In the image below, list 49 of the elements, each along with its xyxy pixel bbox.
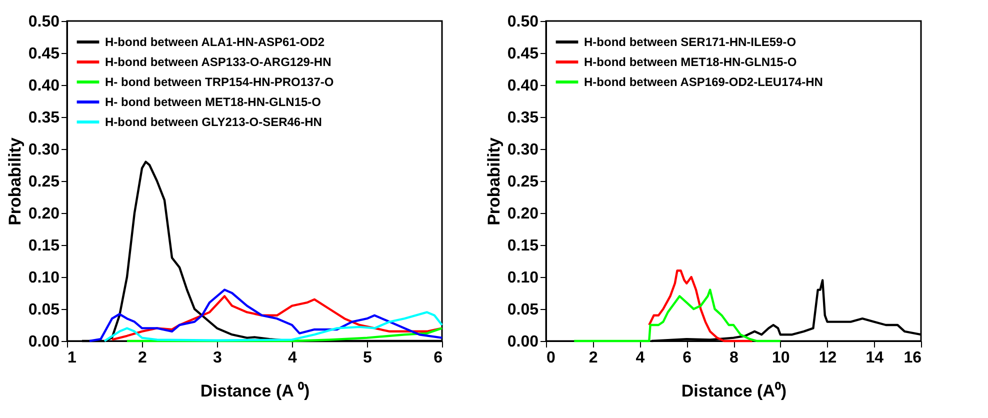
legend-label: H-bond between ALA1-HN-ASP61-OD2 <box>105 35 325 49</box>
legend-label: H-bond between MET18-HN-GLN15-O <box>584 55 797 69</box>
y-tick-label: 0.35 <box>507 110 539 126</box>
legend-label: H-bond between GLY213-O-SER46-HN <box>105 115 322 129</box>
x-tick-label: 6 <box>434 350 443 366</box>
y-tick-label: 0.30 <box>507 142 539 158</box>
y-tick-label: 0.20 <box>28 206 60 222</box>
y-tick-label: 0.10 <box>28 270 60 286</box>
x-tick-label: 2 <box>588 350 598 366</box>
y-tick-label: 0.25 <box>507 174 539 190</box>
x-tick-label: 10 <box>772 350 790 366</box>
y-tick-label: 0.50 <box>507 14 539 30</box>
y-tick-label: 0.50 <box>28 14 60 30</box>
x-axis-title: Distance (A ⁰) <box>200 382 310 400</box>
x-tick-label: 5 <box>363 350 372 366</box>
legend-label: H- bond between TRP154-HN-PRO137-O <box>105 75 334 89</box>
y-tick-label: 0.00 <box>28 334 60 350</box>
x-tick-label: 16 <box>904 350 922 366</box>
y-tick-label: 0.45 <box>28 46 60 62</box>
y-tick-label: 0.45 <box>507 46 539 62</box>
legend-label: H- bond between MET18-HN-GLN15-O <box>105 95 322 109</box>
legend-label: H-bond between ASP169-OD2-LEU174-HN <box>584 75 823 89</box>
y-tick-label: 0.05 <box>507 302 539 318</box>
y-tick-label: 0.35 <box>28 110 60 126</box>
y-axis-title: Probability <box>484 137 504 226</box>
x-tick-label: 12 <box>818 350 837 366</box>
y-tick-label: 0.15 <box>507 238 539 254</box>
x-tick-label: 3 <box>213 350 222 366</box>
x-tick-label: 8 <box>730 350 739 366</box>
x-tick-label: 14 <box>866 350 884 366</box>
x-tick-label: 0 <box>546 350 556 366</box>
legend-label: H-bond between SER171-HN-ILE59-O <box>584 35 796 49</box>
x-tick-label: 4 <box>636 350 645 366</box>
x-tick-label: 2 <box>138 350 148 366</box>
x-tick-label: 1 <box>68 350 76 366</box>
y-tick-label: 0.15 <box>28 238 60 254</box>
y-tick-label: 0.20 <box>507 206 539 222</box>
y-tick-label: 0.25 <box>28 174 60 190</box>
y-tick-label: 0.00 <box>507 334 539 350</box>
y-tick-label: 0.30 <box>28 142 60 158</box>
y-tick-label: 0.40 <box>507 78 539 94</box>
y-tick-label: 0.10 <box>507 270 539 286</box>
x-tick-label: 4 <box>288 350 298 366</box>
y-tick-label: 0.40 <box>28 78 60 94</box>
y-tick-label: 0.05 <box>28 302 60 318</box>
x-axis-title: Distance (A⁰) <box>681 382 787 400</box>
legend-label: H-bond between ASP133-O-ARG129-HN <box>105 55 332 69</box>
x-tick-label: 6 <box>682 350 692 366</box>
y-axis-title: Probability <box>5 137 24 226</box>
